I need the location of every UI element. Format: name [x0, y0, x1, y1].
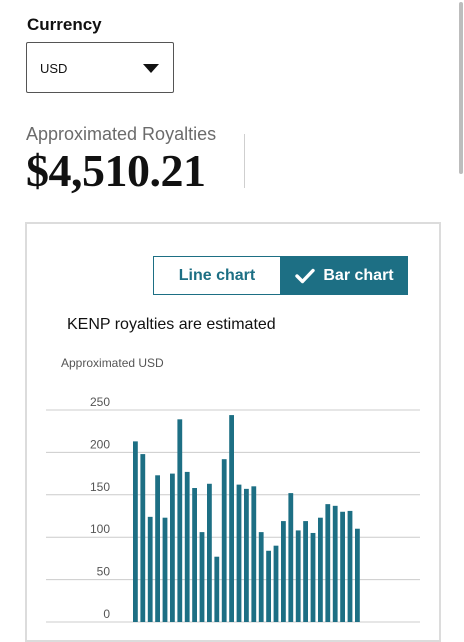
chevron-down-icon [143, 64, 159, 73]
y-axis-label: Approximated USD [61, 356, 164, 370]
royalties-label: Approximated Royalties [26, 124, 217, 144]
bar-chart-label: Bar chart [323, 266, 394, 284]
currency-label: Currency [27, 15, 102, 34]
line-chart-button[interactable]: Line chart [153, 256, 281, 295]
royalties-amount: $4,510.21 [26, 145, 206, 196]
currency-dropdown[interactable]: USD [26, 42, 174, 93]
line-chart-label: Line chart [178, 266, 256, 284]
bar-chart-button[interactable]: Bar chart [281, 256, 408, 295]
currency-selected-value: USD [40, 61, 68, 76]
chart-type-toggle: Line chart Bar chart [153, 256, 408, 295]
divider [244, 134, 245, 188]
kenp-estimate-note: KENP royalties are estimated [67, 316, 276, 333]
page-scrollbar[interactable] [459, 2, 463, 174]
checkmark-icon [295, 268, 316, 283]
